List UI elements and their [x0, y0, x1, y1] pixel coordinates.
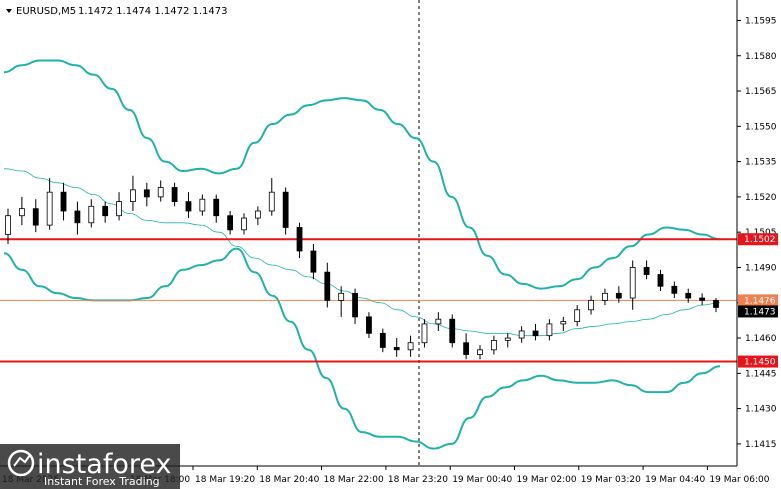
bid-price-label: 1.1473 — [744, 307, 776, 317]
candle — [46, 178, 53, 230]
y-tick-label: 1.1535 — [745, 158, 777, 168]
candle — [657, 269, 664, 291]
y-tick-label: 1.1550 — [745, 122, 777, 132]
x-tick-label: 18 Mar 22:00 — [324, 475, 384, 485]
candle — [518, 326, 525, 343]
middle-band — [3, 168, 721, 337]
instaforex-logo: instaforex Instant Forex Trading — [0, 444, 180, 489]
candle — [546, 319, 553, 341]
current-price-label: 1.1476 — [744, 296, 776, 306]
candle — [421, 319, 428, 348]
x-tick-label: 18 Mar 23:20 — [388, 475, 448, 485]
x-tick-label: 18 Mar 19:20 — [195, 475, 255, 485]
candle — [310, 243, 317, 280]
svg-text:instaforex: instaforex — [37, 449, 171, 480]
candle — [352, 288, 358, 324]
candle — [449, 314, 456, 348]
level-price-label: 1.1502 — [744, 235, 776, 245]
candle — [227, 211, 234, 235]
y-tick-label: 1.1460 — [745, 334, 777, 344]
x-tick-label: 19 Mar 00:40 — [452, 475, 512, 485]
candle — [588, 295, 594, 315]
candle — [477, 345, 483, 360]
candle — [5, 208, 11, 244]
candle — [268, 178, 275, 216]
y-tick-label: 1.1505 — [745, 228, 777, 238]
candle — [157, 180, 164, 202]
y-tick-label: 1.1415 — [745, 440, 777, 450]
level-price-label: 1.1450 — [744, 358, 776, 368]
candle — [241, 213, 247, 235]
x-tick-label: 19 Mar 03:20 — [581, 475, 641, 485]
candle — [102, 201, 109, 223]
candle — [32, 199, 39, 233]
x-tick-label: 19 Mar 02:00 — [517, 475, 577, 485]
candle — [685, 288, 692, 303]
candle — [560, 316, 567, 331]
candle — [602, 288, 608, 306]
candle — [213, 194, 220, 223]
candle — [504, 333, 511, 348]
candle — [88, 199, 95, 228]
candle — [296, 222, 303, 259]
candle — [282, 187, 289, 235]
candle — [435, 312, 442, 331]
current-price-tag — [738, 294, 778, 307]
candle — [532, 323, 539, 341]
candle — [490, 335, 497, 355]
candle — [713, 298, 719, 313]
level-lines — [0, 238, 737, 363]
candle — [407, 335, 414, 357]
candle — [324, 262, 331, 308]
candle — [185, 192, 192, 219]
candle — [171, 182, 178, 207]
candle — [643, 260, 650, 280]
candle — [338, 286, 345, 317]
candle — [366, 312, 372, 339]
x-tick-label: 18 Mar 20:40 — [259, 475, 319, 485]
candle — [463, 333, 470, 360]
candle — [629, 260, 636, 310]
candle — [60, 182, 67, 221]
y-tick-label: 1.1565 — [745, 87, 777, 97]
chart-header: EURUSD,M5 1.1472 1.1474 1.1472 1.1473 — [6, 6, 228, 17]
upper-band — [3, 59, 721, 290]
candle — [74, 201, 81, 235]
candle — [18, 196, 25, 226]
candle — [671, 281, 678, 299]
x-tick-label: 19 Mar 06:00 — [709, 475, 769, 485]
candle — [379, 328, 386, 353]
candle — [116, 192, 122, 221]
y-tick-label: 1.1430 — [745, 405, 777, 415]
y-tick-label: 1.1445 — [745, 369, 777, 379]
level-price-tag — [738, 233, 778, 246]
ohlc-label: 1.1472 1.1474 1.1472 1.1473 — [78, 6, 228, 17]
svg-text:Instant Forex Trading: Instant Forex Trading — [44, 475, 160, 488]
x-tick-label: 19 Mar 04:40 — [645, 475, 705, 485]
candle — [199, 194, 206, 216]
y-tick-label: 1.1520 — [745, 193, 777, 203]
candle — [393, 338, 400, 357]
candle — [574, 305, 581, 327]
candle — [130, 175, 136, 212]
candle — [143, 182, 150, 207]
level-price-tag — [738, 355, 778, 368]
bid-price-tag — [738, 305, 778, 318]
symbol-label: EURUSD,M5 — [16, 6, 76, 17]
y-tick-label: 1.1490 — [745, 263, 777, 273]
candle — [615, 286, 622, 303]
candle — [699, 293, 706, 306]
candle — [254, 206, 261, 226]
y-tick-label: 1.1580 — [745, 52, 777, 62]
dropdown-triangle-icon[interactable] — [6, 9, 12, 13]
candles — [5, 175, 719, 360]
y-tick-label: 1.1595 — [745, 16, 777, 26]
